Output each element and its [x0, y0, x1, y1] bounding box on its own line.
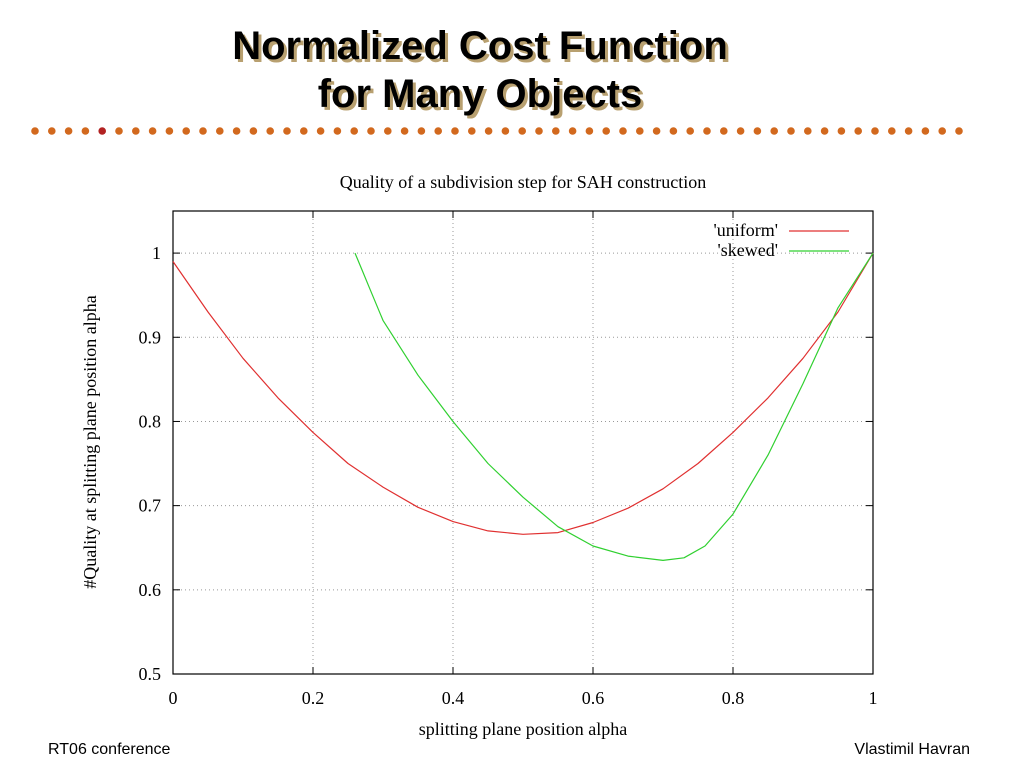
divider-dot: [451, 127, 459, 135]
divider-dot: [199, 127, 207, 135]
divider-dot: [921, 127, 930, 135]
divider-dot: [871, 127, 879, 135]
divider-dot: [770, 127, 778, 135]
divider-dot: [98, 127, 106, 135]
divider-dot: [602, 127, 610, 135]
divider-dot: [249, 127, 258, 135]
divider-dot: [568, 127, 577, 135]
grid: [173, 211, 873, 674]
y-tick-label: 0.9: [139, 327, 162, 347]
divider-dot: [888, 127, 896, 135]
divider-dot: [955, 127, 963, 135]
divider-dot: [283, 127, 291, 135]
divider-dot: [300, 127, 308, 135]
divider-dot: [468, 127, 476, 135]
x-tick-label: 1: [869, 688, 878, 708]
chart-container: Quality of a subdivision step for SAH co…: [0, 150, 1024, 750]
divider-dot: [132, 127, 140, 135]
series-line-1: [354, 252, 874, 561]
x-tick-label: 0.6: [582, 688, 605, 708]
divider-dot: [652, 127, 661, 135]
x-tick-label: 0.4: [442, 688, 465, 708]
legend-label: 'skewed': [718, 240, 778, 260]
divider-dot: [434, 127, 443, 135]
divider-dot: [535, 127, 543, 135]
divider-dot: [182, 127, 190, 135]
series: [172, 252, 874, 561]
divider-dot: [938, 127, 946, 135]
chart-title: Quality of a subdivision step for SAH co…: [340, 172, 706, 192]
divider-dot: [552, 127, 560, 135]
y-tick-label: 0.5: [139, 664, 162, 684]
divider-dot: [501, 127, 510, 135]
axis-ticks: 0 0.2 0.4 0.6 0.8 1 0.5 0.6 0.7 0.8 0.9 1: [139, 211, 878, 708]
divider-dot: [266, 127, 274, 135]
divider-dot: [148, 127, 157, 135]
divider-dot: [703, 127, 711, 135]
dotted-divider: [31, 127, 963, 135]
footer-conference: RT06 conference: [48, 741, 171, 758]
divider-dot: [384, 127, 392, 135]
divider-dot: [854, 127, 862, 135]
divider-dot: [669, 127, 678, 135]
divider-dot: [350, 127, 359, 135]
divider-dot: [31, 127, 39, 135]
divider-dot: [165, 127, 174, 135]
divider-dot: [64, 127, 73, 135]
x-tick-label: 0.2: [302, 688, 325, 708]
divider-dot: [753, 127, 762, 135]
divider-dot: [518, 127, 526, 135]
x-tick-label: 0: [169, 688, 178, 708]
divider-dot: [115, 127, 123, 135]
divider-dot: [820, 127, 829, 135]
x-axis-label: splitting plane position alpha: [419, 719, 627, 739]
legend: 'uniform''skewed': [714, 220, 849, 260]
divider-dot: [81, 127, 90, 135]
divider-dot: [720, 127, 728, 135]
series-line-0: [172, 252, 874, 535]
y-tick-label: 0.7: [139, 496, 162, 516]
divider-dot: [316, 127, 325, 135]
x-tick-label: 0.8: [722, 688, 745, 708]
divider-dot: [484, 127, 493, 135]
divider-dot: [837, 127, 846, 135]
divider-dot: [787, 127, 795, 135]
chart: Quality of a subdivision step for SAH co…: [80, 172, 878, 739]
divider-dot: [48, 127, 56, 135]
y-tick-label: 1: [152, 243, 161, 263]
plot-frame: [172, 210, 874, 675]
y-tick-label: 0.6: [139, 580, 162, 600]
y-tick-label: 0.8: [139, 411, 162, 431]
footer-author: Vlastimil Havran: [854, 741, 970, 758]
divider-dot: [686, 127, 694, 135]
divider-dot: [367, 127, 375, 135]
slide-title: Normalized Cost Function for Many Object…: [0, 22, 960, 118]
divider-dot: [904, 127, 913, 135]
divider-dot: [216, 127, 224, 135]
slide-title-line-2: for Many Objects: [317, 72, 643, 116]
divider-dot: [333, 127, 342, 135]
y-axis-label: #Quality at splitting plane position alp…: [80, 295, 100, 588]
slide-title-line-1: Normalized Cost Function: [232, 24, 728, 68]
divider-dot: [736, 127, 745, 135]
divider-dot: [804, 127, 812, 135]
divider-dot: [585, 127, 594, 135]
divider-dot: [232, 127, 241, 135]
divider-dot: [636, 127, 644, 135]
divider-dot: [417, 127, 426, 135]
divider-dot: [400, 127, 409, 135]
divider-dot: [619, 127, 627, 135]
legend-label: 'uniform': [714, 220, 778, 240]
